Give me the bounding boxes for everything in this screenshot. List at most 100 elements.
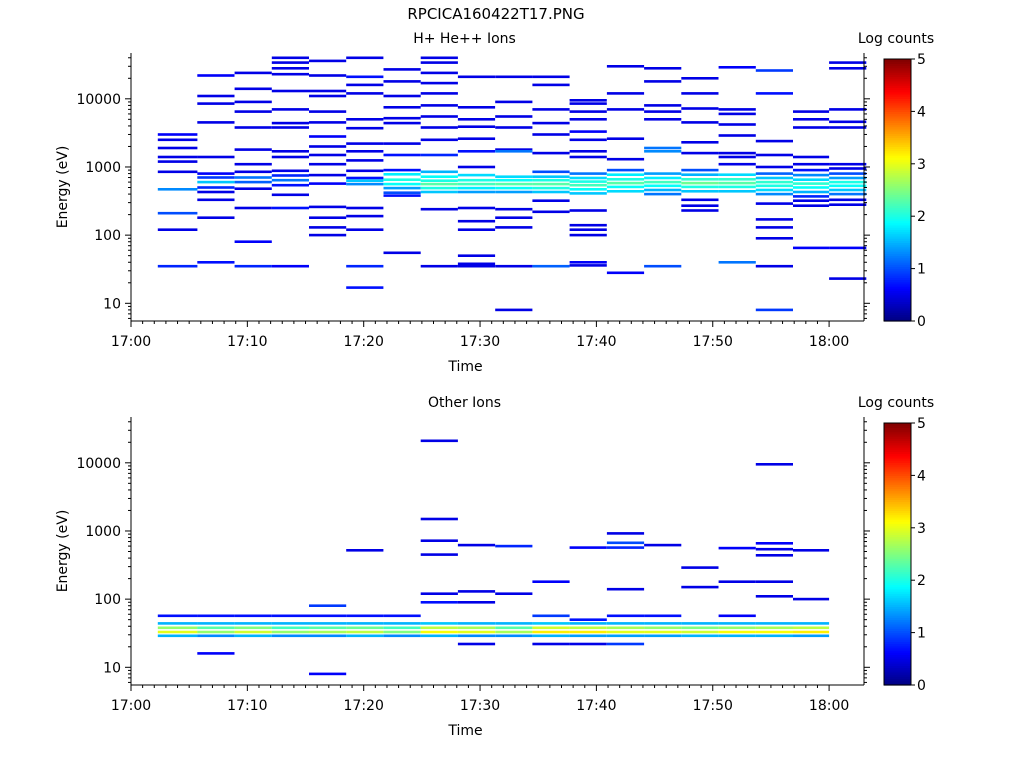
heatmap-cell <box>569 642 607 646</box>
colorbar-segment <box>884 111 911 115</box>
heatmap-cell <box>829 184 867 188</box>
heatmap-cell <box>157 211 198 215</box>
y-axis-label: Energy (eV) <box>55 510 71 593</box>
heatmap-cell <box>495 207 533 211</box>
heatmap-cell <box>309 233 347 237</box>
colorbar-segment <box>884 584 911 588</box>
colorbar-segment <box>884 316 911 320</box>
colorbar-segment <box>884 525 911 529</box>
colorbar-segment <box>884 473 911 476</box>
colorbar-segment <box>884 74 911 78</box>
colorbar-segment <box>884 63 911 67</box>
heatmap-cell <box>495 190 533 194</box>
colorbar-segment <box>884 462 911 466</box>
colorbar-segment <box>884 283 911 287</box>
heatmap-cell <box>755 69 793 72</box>
heatmap-cell <box>271 193 309 197</box>
heatmap-cell <box>346 56 384 60</box>
heatmap-cell <box>829 167 867 170</box>
heatmap-cell <box>420 126 458 129</box>
colorbar-segment <box>884 612 911 616</box>
colorbar-segment <box>884 109 911 112</box>
colorbar-segment <box>884 87 911 91</box>
heatmap-cell <box>197 198 235 202</box>
colorbar-segment <box>884 484 911 487</box>
heatmap-cell <box>755 218 793 221</box>
heatmap-cell <box>309 672 347 676</box>
colorbar-segment <box>884 266 911 270</box>
colorbar-segment <box>884 242 911 246</box>
colorbar-segment <box>884 72 911 75</box>
heatmap-cell <box>755 580 793 583</box>
heatmap-cell <box>234 87 272 91</box>
heatmap-cell <box>606 622 645 625</box>
heatmap-cell <box>718 112 756 116</box>
heatmap-cell <box>157 634 198 638</box>
heatmap-cell <box>681 77 719 80</box>
heatmap-cell <box>569 130 607 133</box>
heatmap-cell <box>197 630 235 634</box>
heatmap-cell <box>383 153 421 157</box>
heatmap-cell <box>234 148 272 151</box>
colorbar-segment <box>884 246 911 250</box>
colorbar-segment <box>884 67 911 71</box>
heatmap-cell <box>383 614 421 618</box>
colorbar-segment <box>884 549 911 553</box>
colorbar-segment <box>884 665 911 669</box>
heatmap-cell <box>383 630 421 634</box>
heatmap-cell <box>309 216 347 219</box>
colorbar-segment <box>884 122 911 126</box>
colorbar-segment <box>884 211 911 215</box>
heatmap-cell <box>718 108 756 111</box>
heatmap-cell <box>755 192 793 196</box>
colorbar-segment <box>884 652 911 656</box>
heatmap-cell <box>532 182 570 186</box>
colorbar-segment <box>884 198 911 202</box>
heatmap-cell <box>457 262 496 266</box>
colorbar-segment <box>884 656 911 660</box>
heatmap-cell <box>309 135 347 138</box>
heatmap-cell <box>755 184 793 188</box>
heatmap-cell <box>197 190 235 194</box>
colorbar-segment <box>884 671 911 675</box>
heatmap-cell <box>420 56 458 60</box>
heatmap-cell <box>271 155 309 159</box>
colorbar-segment <box>884 279 911 283</box>
heatmap-cell <box>346 228 384 231</box>
heatmap-cell <box>383 94 421 98</box>
heatmap-cell <box>569 261 607 264</box>
heatmap-cell <box>755 595 793 598</box>
colorbar-segment <box>884 610 911 614</box>
heatmap-cell <box>457 601 496 604</box>
colorbar-segment <box>884 192 911 195</box>
heatmap-cell <box>606 532 645 535</box>
heatmap-cell <box>718 580 756 583</box>
heatmap-cell <box>309 182 347 185</box>
heatmap-cell <box>271 150 309 153</box>
heatmap-cell <box>383 168 421 172</box>
heatmap-cell <box>532 634 570 638</box>
heatmap-cell <box>532 580 570 583</box>
colorbar-segment <box>884 262 911 265</box>
heatmap-cell <box>309 604 347 607</box>
heatmap-cell <box>829 176 867 180</box>
colorbar-segment <box>884 83 911 86</box>
heatmap-cell <box>532 133 570 136</box>
heatmap-cell <box>346 142 384 145</box>
colorbar-segment <box>884 676 911 680</box>
heatmap-cell <box>271 72 309 76</box>
heatmap-cell <box>532 186 570 190</box>
heatmap-cell <box>718 630 756 634</box>
colorbar-segment <box>884 152 911 156</box>
heatmap-cell <box>420 138 458 142</box>
heatmap-cell <box>606 168 645 172</box>
heatmap-cell <box>457 626 496 630</box>
colorbar-segment <box>884 621 911 625</box>
colorbar-segment <box>884 220 911 224</box>
heatmap-cell <box>755 188 793 192</box>
colorbar-segment <box>884 157 911 161</box>
colorbar-segment <box>884 135 911 139</box>
colorbar-segment <box>884 429 911 433</box>
colorbar-segment <box>884 170 911 174</box>
